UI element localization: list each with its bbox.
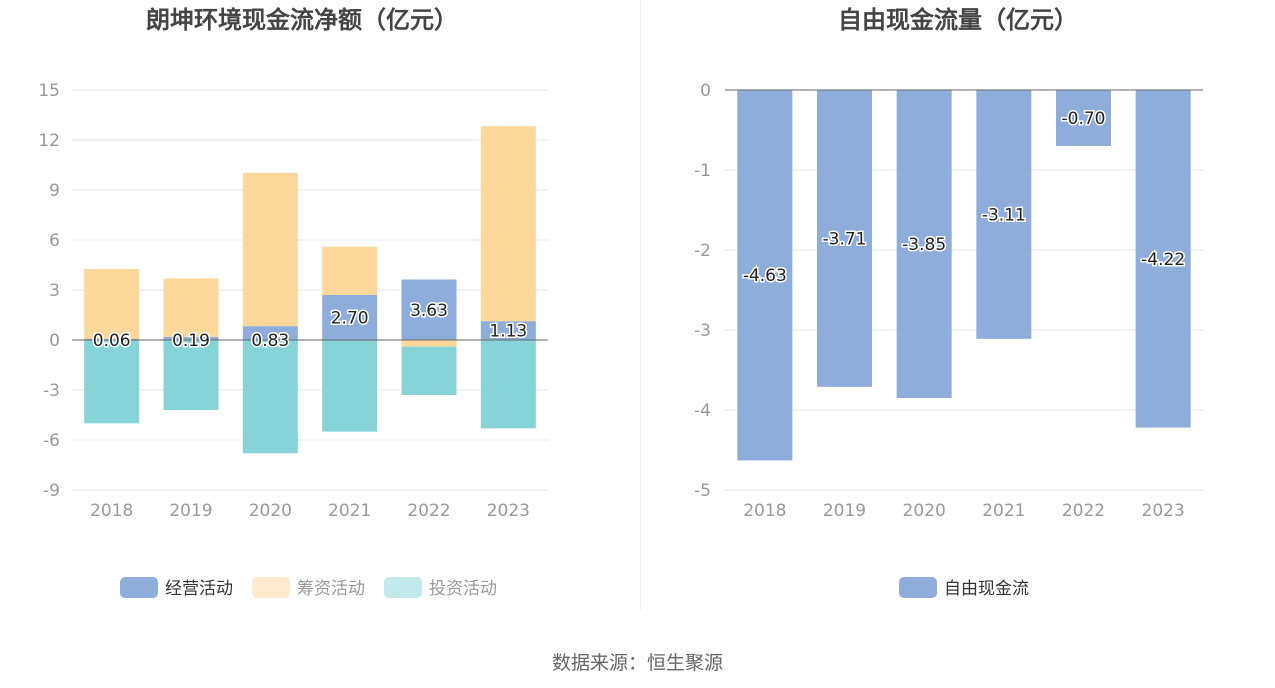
x-tick-label: 2019 — [823, 501, 866, 521]
data-label: 0.06 — [93, 331, 131, 351]
bar-自由现金流-2021 — [976, 90, 1032, 339]
x-tick-label: 2023 — [487, 501, 530, 521]
y-tick-label: 3 — [49, 281, 60, 301]
data-label: -4.63 — [743, 266, 787, 286]
bar-自由现金流-2023 — [1135, 90, 1191, 428]
bar-经营活动-2023 — [480, 321, 536, 340]
bar-投资活动-2023 — [480, 340, 536, 429]
data-label: 3.63 — [410, 301, 448, 321]
bar-投资活动-2020 — [242, 340, 298, 454]
data-label: -3.71 — [823, 229, 867, 249]
y-tick-label: 12 — [38, 131, 60, 151]
bar-筹资活动-2022 — [401, 340, 457, 347]
legend-label: 自由现金流 — [944, 579, 1029, 599]
y-tick-label: 6 — [49, 231, 60, 251]
y-tick-label: -9 — [43, 481, 60, 501]
y-tick-label: 0 — [49, 331, 60, 351]
chart-title: 自由现金流量（亿元） — [838, 6, 1078, 34]
x-tick-label: 2021 — [328, 501, 371, 521]
panel-divider — [640, 0, 641, 610]
bar-投资活动-2018 — [84, 340, 140, 424]
y-tick-label: -4 — [694, 401, 711, 421]
y-tick-label: -3 — [43, 381, 60, 401]
data-label: -0.70 — [1062, 109, 1106, 129]
y-tick-label: 15 — [38, 81, 60, 101]
y-tick-label: -3 — [694, 321, 711, 341]
bar-投资活动-2019 — [163, 340, 219, 410]
data-label: 2.70 — [331, 309, 369, 329]
data-label: 0.19 — [172, 331, 210, 351]
data-label: -3.85 — [902, 235, 946, 255]
bar-经营活动-2019 — [163, 336, 219, 340]
bar-自由现金流-2022 — [1056, 90, 1111, 146]
bar-经营活动-2021 — [322, 295, 378, 340]
data-label: -4.22 — [1141, 250, 1185, 270]
data-label: 0.83 — [251, 331, 289, 351]
x-tick-label: 2020 — [249, 501, 292, 521]
legend-label: 经营活动 — [165, 579, 233, 599]
legend-swatch-经营活动 — [120, 577, 158, 598]
x-tick-label: 2020 — [903, 501, 946, 521]
legend-swatch-筹资活动 — [252, 577, 290, 598]
x-tick-label: 2018 — [743, 501, 786, 521]
legend-swatch-投资活动 — [384, 577, 422, 598]
bar-筹资活动-2018 — [84, 269, 140, 339]
bar-经营活动-2022 — [401, 279, 457, 340]
free-cash-flow-chart: 自由现金流量（亿元） 0 -1 -2 -3 -4 -5 -4.63 2018 -3.71 2019 -… — [694, 6, 1203, 599]
y-tick-label: 0 — [700, 81, 711, 101]
bar-筹资活动-2020 — [242, 172, 298, 327]
bar-筹资活动-2021 — [322, 246, 378, 295]
data-source-note: 数据来源：恒生聚源 — [551, 652, 723, 674]
legend-label: 投资活动 — [429, 579, 497, 599]
x-tick-label: 2019 — [169, 501, 212, 521]
y-tick-label: 9 — [49, 181, 60, 201]
cash-flow-net-chart: 朗坤环境现金流净额（亿元） 15 12 9 6 3 0 -3 -6 -9 2018 2019 2020 2… — [38, 6, 548, 599]
bar-自由现金流-2020 — [896, 90, 952, 398]
legend-label: 筹资活动 — [297, 579, 365, 599]
bar-投资活动-2021 — [322, 340, 378, 432]
y-tick-label: -6 — [43, 431, 60, 451]
bar-自由现金流-2018 — [737, 90, 793, 461]
bar-经营活动-2020 — [242, 326, 298, 340]
legend-swatch-自由现金流 — [899, 577, 937, 598]
x-tick-label: 2023 — [1142, 501, 1185, 521]
y-tick-label: -1 — [694, 161, 711, 181]
x-tick-label: 2021 — [982, 501, 1025, 521]
data-label: 1.13 — [489, 322, 527, 342]
bar-筹资活动-2019 — [163, 278, 219, 337]
x-tick-label: 2022 — [407, 501, 450, 521]
bar-自由现金流-2019 — [817, 90, 872, 387]
y-tick-label: -5 — [694, 481, 711, 501]
x-tick-label: 2018 — [90, 501, 133, 521]
bar-筹资活动-2023 — [480, 126, 536, 322]
data-label: -3.11 — [982, 205, 1026, 225]
bar-投资活动-2022 — [401, 346, 457, 395]
chart-title: 朗坤环境现金流净额（亿元） — [146, 6, 458, 34]
y-tick-label: -2 — [694, 241, 711, 261]
x-tick-label: 2022 — [1062, 501, 1105, 521]
